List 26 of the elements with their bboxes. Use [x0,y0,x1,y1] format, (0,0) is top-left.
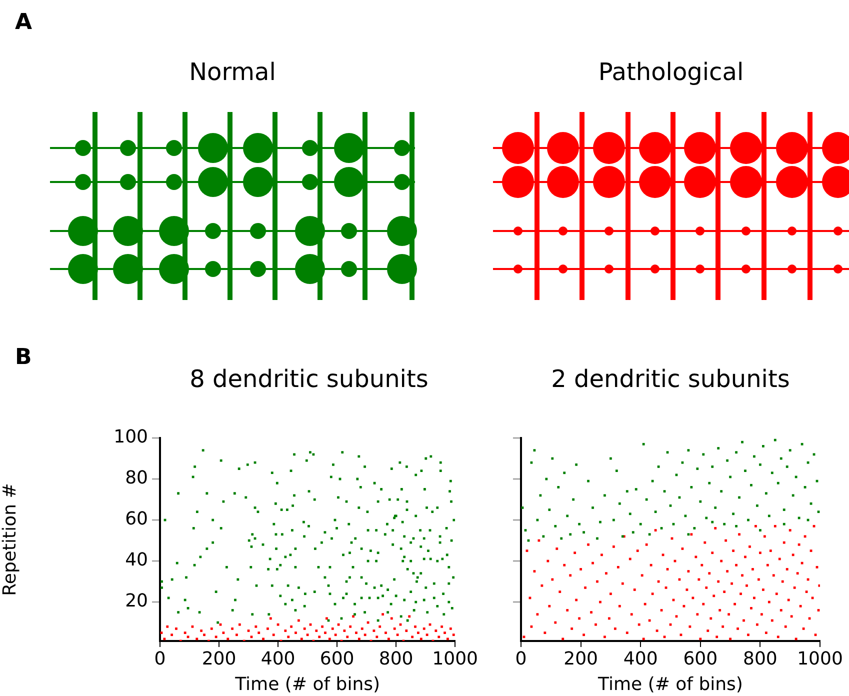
x-tick-label: 600 [320,648,354,670]
text: Pathological [597,58,745,86]
x-tick-label: 800 [743,648,778,670]
text: B [15,345,32,370]
y-axis-title: Repetition # [0,483,20,596]
y-tick-label: 80 [125,468,148,489]
y-tick-label: 40 [125,550,148,571]
x-tick-label: 400 [623,648,658,670]
text: A [15,10,32,35]
chart-title: 8 dendritic subunits [188,365,430,393]
y-tick-label: 100 [114,426,148,448]
chart-title: 2 dendritic subunits [550,365,791,393]
x-tick-label: 800 [378,648,414,670]
x-tick-label: 1000 [432,648,478,670]
x-tick-label: 400 [260,648,296,670]
y-tick-label: 60 [125,508,148,530]
x-tick-label: 0 [154,648,166,670]
x-tick-label: 600 [683,648,718,670]
x-tick-label: 0 [515,648,527,670]
x-axis-title: Time (# of bins) [234,674,380,695]
x-tick-label: 200 [564,648,598,670]
text: Normal [188,58,277,86]
x-axis-title: Time (# of bins) [597,674,743,695]
x-tick-label: 1000 [797,648,843,670]
y-tick-label: 20 [125,590,148,612]
x-tick-label: 200 [202,648,236,670]
